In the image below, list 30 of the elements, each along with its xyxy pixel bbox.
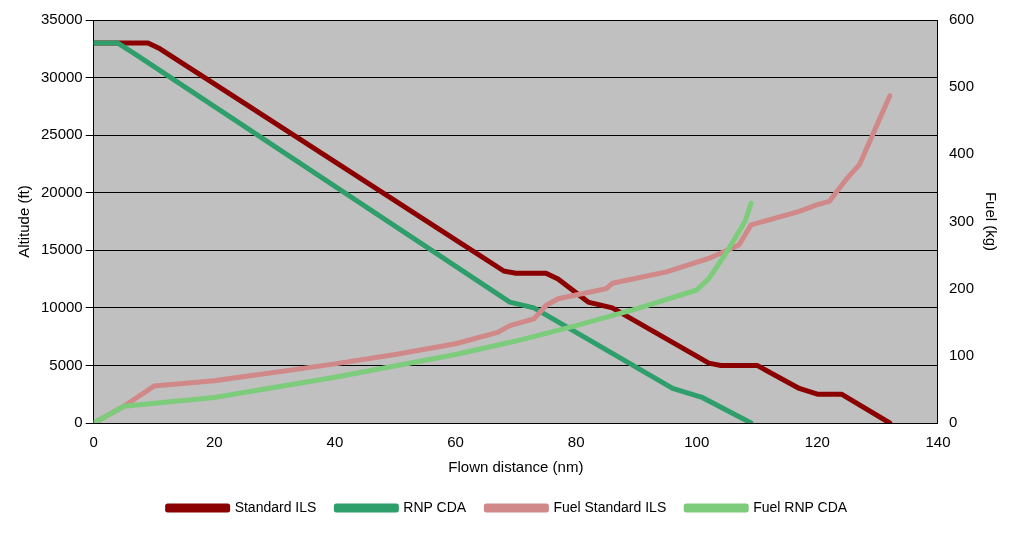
- y2-tick-label: 200: [948, 278, 974, 296]
- y2-axis-title: Fuel (kg): [982, 191, 1000, 252]
- legend-label: Standard ILS: [234, 498, 317, 515]
- x-tick-label: 120: [804, 433, 830, 451]
- y2-tick-label: 0: [948, 413, 958, 431]
- legend-label: Fuel Standard ILS: [553, 498, 667, 515]
- y-axis-title: Altitude (ft): [15, 185, 33, 258]
- x-tick-label: 60: [447, 433, 464, 451]
- legend-label: Fuel RNP CDA: [753, 498, 848, 515]
- x-tick-label: 40: [326, 433, 344, 451]
- y-tick-label: 25000: [40, 125, 83, 143]
- y-tick-label: 20000: [40, 182, 83, 200]
- x-tick-label: 100: [684, 433, 710, 451]
- y-tick-label: 0: [74, 413, 83, 431]
- y-tick-label: 5000: [49, 355, 83, 373]
- x-tick-label: 80: [567, 433, 585, 451]
- y-tick-label: 15000: [40, 240, 83, 258]
- y2-tick-label: 500: [948, 77, 974, 95]
- y2-tick-label: 400: [948, 144, 974, 162]
- x-axis-title: Flown distance (nm): [448, 458, 584, 476]
- y2-tick-label: 600: [948, 10, 974, 28]
- x-tick-label: 20: [205, 433, 223, 451]
- y-tick-label: 10000: [40, 298, 83, 315]
- legend-label: RNP CDA: [403, 498, 467, 515]
- y-tick-label: 30000: [40, 67, 83, 85]
- x-tick-label: 140: [925, 433, 951, 451]
- y2-tick-label: 100: [948, 345, 974, 363]
- x-tick-label: 0: [89, 433, 98, 451]
- y2-tick-label: 300: [948, 211, 974, 229]
- y-tick-label: 35000: [40, 10, 83, 28]
